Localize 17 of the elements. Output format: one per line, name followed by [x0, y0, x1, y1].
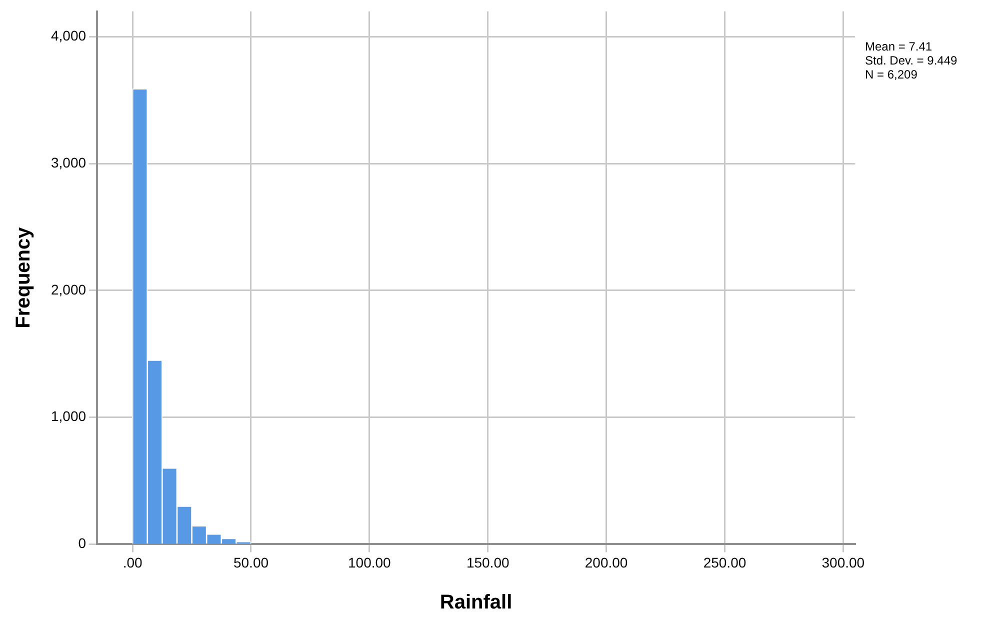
x-tick-label: .00 — [122, 554, 143, 570]
x-tick-label: 50.00 — [233, 554, 269, 570]
x-tick-label: 100.00 — [348, 554, 392, 570]
y-tick-label: 2,000 — [50, 281, 86, 298]
y-tick-label: 4,000 — [50, 28, 86, 44]
x-tick-label: 150.00 — [466, 554, 510, 570]
y-tick-label: 0 — [78, 535, 86, 552]
y-axis-title: Frequency — [12, 226, 35, 328]
x-tick-label: 300.00 — [822, 554, 865, 570]
x-axis-title: Rainfall — [440, 592, 512, 614]
x-tick-label: 200.00 — [584, 554, 628, 570]
y-tick-label: 3,000 — [50, 154, 86, 170]
text: Mean = 7.41 — [865, 40, 932, 54]
text: N = 6,209 — [865, 68, 918, 82]
text: Std. Dev. = 9.449 — [865, 54, 958, 68]
y-tick-label: 1,000 — [50, 408, 86, 424]
x-tick-label: 250.00 — [703, 554, 746, 570]
